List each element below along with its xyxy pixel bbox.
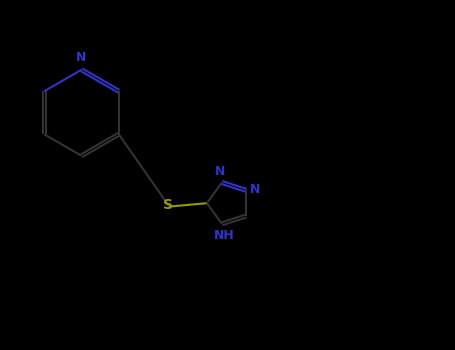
Text: N: N (76, 51, 87, 64)
Text: S: S (163, 198, 173, 212)
Text: N: N (215, 166, 226, 178)
Text: NH: NH (214, 229, 235, 242)
Text: N: N (250, 183, 261, 196)
